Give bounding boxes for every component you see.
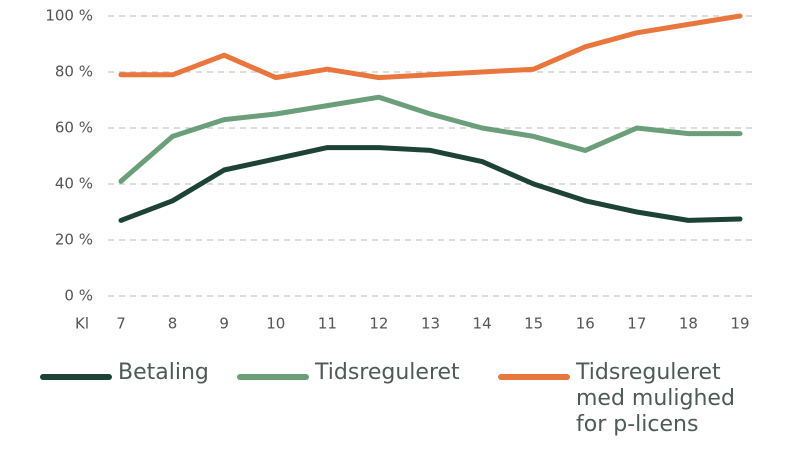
legend-item: Tidsreguleret med mulighed for p-licens <box>498 360 751 438</box>
series-line <box>118 13 743 81</box>
legend-label: Tidsreguleret med mulighed for p-licens <box>576 360 735 437</box>
y-tick-label: 80 % <box>55 63 93 81</box>
x-tick-label: 8 <box>168 315 178 333</box>
x-tick-label: 13 <box>421 315 440 333</box>
legend-item: Betaling <box>40 360 209 386</box>
y-tick-label: 60 % <box>55 119 93 137</box>
x-tick-label: 14 <box>473 315 492 333</box>
legend-label: Tidsreguleret <box>315 360 460 385</box>
y-tick-label: 0 % <box>64 287 93 305</box>
series-line <box>118 94 743 184</box>
x-tick-label: 18 <box>679 315 698 333</box>
x-tick-label: 7 <box>116 315 126 333</box>
legend-label: Betaling <box>118 360 209 385</box>
x-tick-label: 11 <box>318 315 337 333</box>
x-axis-label: Kl <box>75 315 89 333</box>
legend-swatch <box>498 374 570 380</box>
x-tick-label: 9 <box>219 315 229 333</box>
x-tick-label: 19 <box>730 315 749 333</box>
y-tick-label: 100 % <box>45 7 93 25</box>
series-line <box>118 145 743 223</box>
legend-swatch <box>40 374 112 380</box>
legend-swatch <box>237 374 309 380</box>
legend-item: Tidsreguleret <box>237 360 460 386</box>
x-tick-label: 10 <box>266 315 285 333</box>
chart: 0 % 20 % 40 % 60 % 80 % 100 % Kl 7 8 9 10 11 12 13 14 1… <box>45 7 752 333</box>
x-tick-label: 16 <box>576 315 595 333</box>
x-tick-label: 15 <box>524 315 543 333</box>
y-tick-label: 40 % <box>55 175 93 193</box>
x-tick-label: 12 <box>369 315 388 333</box>
y-tick-label: 20 % <box>55 231 93 249</box>
x-tick-label: 17 <box>627 315 646 333</box>
